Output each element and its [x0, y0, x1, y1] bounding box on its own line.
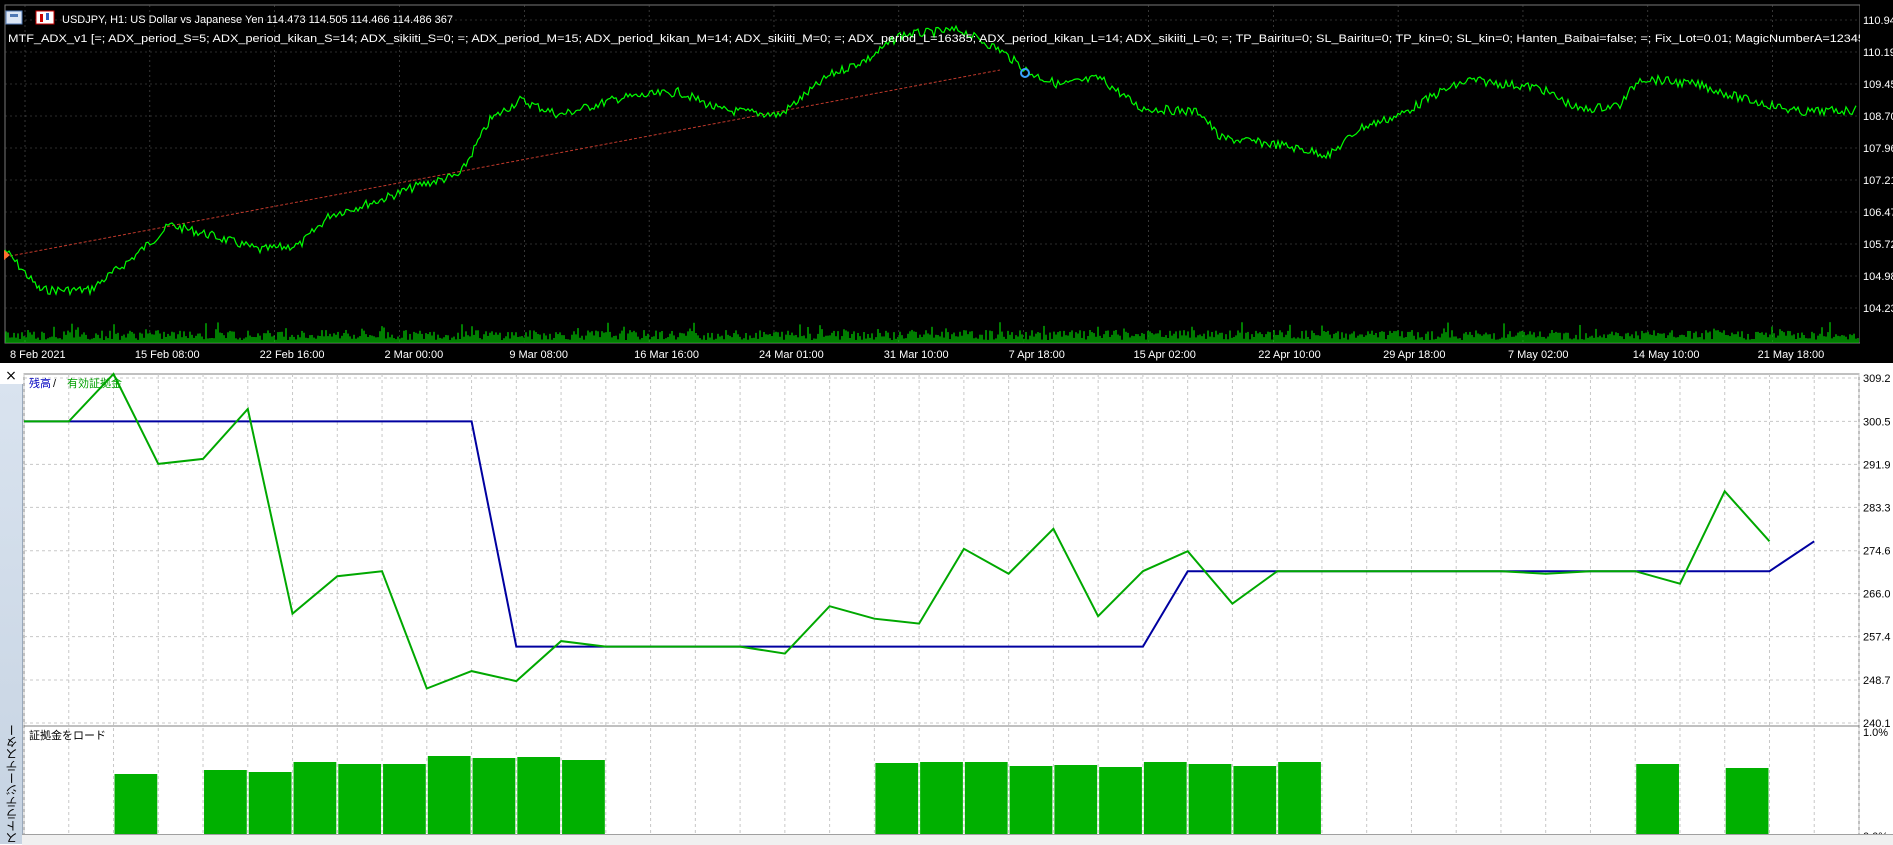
margin-bar [293, 762, 337, 836]
margin-bar [1099, 767, 1142, 836]
margin-bar [1636, 764, 1679, 836]
price-chart-canvas: USDJPY, H1: US Dollar vs Japanese Yen 11… [4, 0, 1893, 363]
margin-bar [920, 762, 963, 836]
price-label: 104.23 [1863, 303, 1893, 315]
time-label: 22 Feb 16:00 [260, 349, 325, 361]
margin-bar [1009, 766, 1053, 836]
balance-y-label: 266.0 [1863, 589, 1891, 601]
chart-header: USDJPY, H1: US Dollar vs Japanese Yen 11… [5, 10, 1886, 45]
margin-bar [1278, 762, 1321, 836]
time-label: 29 Apr 18:00 [1383, 349, 1445, 361]
legend-separator: / [53, 378, 57, 390]
time-label: 15 Apr 02:00 [1133, 349, 1195, 361]
graph-grid [23, 374, 1860, 836]
balance-y-label: 248.7 [1863, 675, 1891, 687]
candlestick-icon-bar2 [46, 13, 49, 20]
price-axis: 110.94 110.19 109.45 108.70 107.96 107.21 106.… [1860, 0, 1893, 363]
tester-graph-canvas: 309.2 300.5 291.9 283.3 274.6 266.0 257.4 248.7… [23, 372, 1893, 844]
balance-y-axis: 309.2 300.5 291.9 283.3 274.6 266.0 257.4 248.7… [1863, 373, 1891, 730]
trade-marker-icon [1020, 68, 1030, 78]
price-label: 109.45 [1863, 79, 1893, 91]
time-label: 7 Apr 18:00 [1009, 349, 1065, 361]
time-label: 2 Mar 00:00 [384, 349, 443, 361]
expert-parameters: MTF_ADX_v1 [=; ADX_period_S=5; ADX_perio… [8, 33, 1886, 45]
margin-bar [114, 774, 158, 836]
balance-y-label: 283.3 [1863, 502, 1891, 514]
balance-y-label: 300.5 [1863, 416, 1891, 428]
margin-bar [875, 763, 919, 836]
chart-window-icon[interactable] [5, 10, 23, 25]
price-axis-bg [1860, 0, 1893, 363]
balance-y-label: 291.9 [1863, 459, 1891, 471]
margin-bar [517, 757, 561, 836]
close-panel-icon[interactable]: × [5, 368, 17, 384]
margin-bar [1233, 766, 1277, 836]
time-label: 22 Apr 10:00 [1258, 349, 1320, 361]
candlestick-icon-bar1 [40, 14, 43, 22]
balance-y-label: 274.6 [1863, 546, 1891, 558]
balance-y-label: 309.2 [1863, 373, 1891, 385]
margin-bar [964, 762, 1008, 836]
price-label: 108.70 [1863, 111, 1893, 123]
time-label: 14 May 10:00 [1633, 349, 1700, 361]
margin-bar [204, 770, 247, 836]
chart-symbol-info: USDJPY, H1: US Dollar vs Japanese Yen 11… [62, 14, 453, 26]
equity-line [24, 372, 1771, 690]
price-label: 110.94 [1863, 15, 1893, 27]
margin-bar [338, 764, 382, 836]
balance-y-label: 257.4 [1863, 632, 1891, 644]
margin-bars [114, 756, 1769, 836]
time-label: 16 Mar 16:00 [634, 349, 699, 361]
margin-bar [1143, 762, 1187, 836]
margin-bar [427, 756, 471, 836]
time-label: 21 May 18:00 [1758, 349, 1825, 361]
tester-tab-bar [22, 834, 1893, 845]
time-label: 24 Mar 01:00 [759, 349, 824, 361]
price-label: 106.47 [1863, 207, 1893, 219]
price-line [4, 24, 1857, 297]
candlestick-icon[interactable] [35, 10, 55, 25]
price-label: 110.19 [1863, 47, 1893, 59]
margin-bar [1188, 764, 1232, 836]
chart-window-icon-bar [10, 14, 18, 17]
volume-histogram [5, 322, 1859, 343]
time-label: 15 Feb 08:00 [135, 349, 200, 361]
time-label: 8 Feb 2021 [10, 349, 66, 361]
time-label: 31 Mar 10:00 [884, 349, 949, 361]
time-label: 7 May 02:00 [1508, 349, 1569, 361]
margin-bar [472, 758, 516, 836]
graph-frame [23, 373, 1860, 837]
tester-side-label: ストラテジーテスター [5, 724, 19, 844]
strategy-tester-panel: 309.2 300.5 291.9 283.3 274.6 266.0 257.4 248.7… [0, 366, 1893, 844]
balance-y-label: 240.1 [1863, 718, 1891, 730]
start-arrow-icon [4, 250, 10, 260]
margin-bar [1054, 765, 1098, 836]
price-label: 107.96 [1863, 143, 1893, 155]
margin-y-label: 1.0% [1863, 727, 1888, 739]
price-plot-frame [4, 4, 1861, 344]
margin-bar [383, 764, 426, 836]
time-axis: 8 Feb 2021 15 Feb 08:00 22 Feb 16:00 2 Mar … [10, 349, 1824, 361]
price-label: 105.72 [1863, 239, 1893, 251]
price-chart[interactable]: USDJPY, H1: US Dollar vs Japanese Yen 11… [0, 0, 1893, 363]
margin-bar [1725, 768, 1769, 836]
margin-bar [562, 760, 605, 836]
legend-balance: 残高 [29, 376, 51, 390]
margin-load-label: 証拠金をロード [29, 728, 106, 742]
trend-line [4, 69, 1001, 258]
price-grid [4, 4, 1861, 344]
price-label: 107.21 [1863, 175, 1893, 187]
margin-bar [248, 772, 292, 836]
time-label: 9 Mar 08:00 [509, 349, 568, 361]
margin-y-axis: 1.0%0.0% [1863, 727, 1888, 843]
tester-side-strip [0, 384, 23, 844]
legend-equity: 有効証拠金 [67, 376, 122, 390]
price-label: 104.98 [1863, 271, 1893, 283]
